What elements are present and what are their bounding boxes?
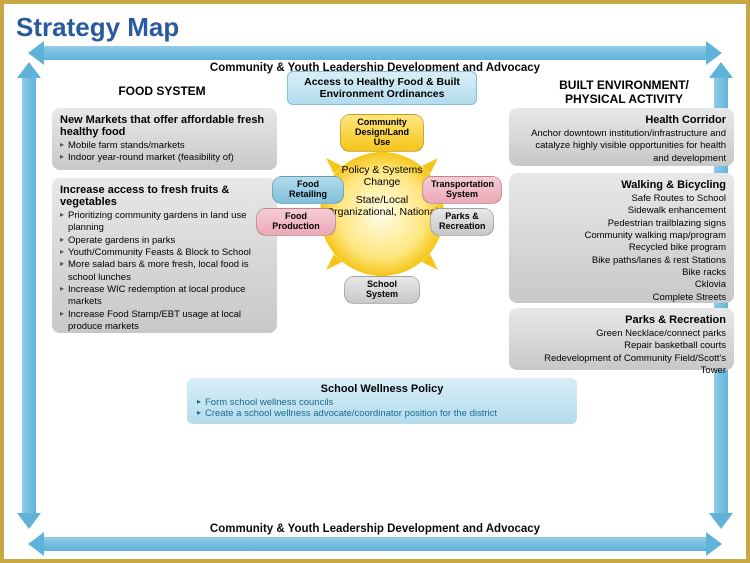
school-wellness-panel: School Wellness Policy Form school welln… (187, 378, 577, 424)
panel-increase-access: Increase access to fresh fruits & vegeta… (52, 178, 277, 333)
list-item: Repair basketball courts (517, 340, 726, 352)
list-item: Youth/Community Feasts & Block to School (60, 247, 269, 259)
list-item: Sidewalk enhancement (517, 205, 726, 217)
panel-heading: School Wellness Policy (197, 383, 567, 395)
panel-walking-bicycling: Walking & Bicycling Safe Routes to Schoo… (509, 173, 734, 303)
list-item: Increase Food Stamp/EBT usage at local p… (60, 309, 269, 334)
pill-school-system: School System (344, 276, 420, 304)
list-item: Bike racks (517, 267, 726, 279)
pill-food-retailing: Food Retailing (272, 176, 344, 204)
ordinance-box: Access to Healthy Food & Built Environme… (287, 71, 477, 105)
pill-food-production: Food Production (256, 208, 336, 236)
list-item: Increase WIC redemption at local produce… (60, 284, 269, 309)
list-item: Create a school wellness advocate/coordi… (197, 408, 567, 419)
panel-health-corridor: Health Corridor Anchor downtown institut… (509, 108, 734, 166)
list-item: Recycled bike program (517, 242, 726, 254)
list-item: More salad bars & more fresh, local food… (60, 259, 269, 284)
list-item: Bike paths/lanes & rest Stations (517, 255, 726, 267)
list-item: Pedestrian trailblazing signs (517, 218, 726, 230)
panel-parks-recreation: Parks & Recreation Green Necklace/connec… (509, 308, 734, 370)
list-item: Mobile farm stands/markets (60, 140, 269, 152)
panel-list: Prioritizing community gardens in land u… (60, 210, 269, 333)
pill-parks: Parks & Recreation (430, 208, 494, 236)
list-item: Green Necklace/connect parks (517, 328, 726, 340)
left-column-head: FOOD SYSTEM (82, 84, 242, 98)
panel-heading: Increase access to fresh fruits & vegeta… (60, 184, 269, 208)
panel-desc: Anchor downtown institution/infrastructu… (517, 128, 726, 165)
list-item: Form school wellness councils (197, 397, 567, 408)
pill-transportation: Transportation System (422, 176, 502, 204)
list-item: Redevelopment of Community Field/Scott's… (517, 353, 726, 378)
page-title: Strategy Map (16, 12, 734, 43)
panel-heading: New Markets that offer affordable fresh … (60, 114, 269, 138)
panel-heading: Health Corridor (517, 114, 726, 126)
list-item: Complete Streets (517, 292, 726, 304)
right-column-head: BUILT ENVIRONMENT/ PHYSICAL ACTIVITY (534, 78, 714, 106)
list-item: Safe Routes to School (517, 193, 726, 205)
list-item: Community walking map/program (517, 230, 726, 242)
panel-heading: Parks & Recreation (517, 314, 726, 326)
list-item: Cklovia (517, 279, 726, 291)
list-item: Prioritizing community gardens in land u… (60, 210, 269, 235)
list-item: Operate gardens in parks (60, 235, 269, 247)
pill-community-design: Community Design/Land Use (340, 114, 424, 152)
arrow-top (42, 46, 712, 60)
content-area: FOOD SYSTEM BUILT ENVIRONMENT/ PHYSICAL … (22, 76, 750, 541)
panel-new-markets: New Markets that offer affordable fresh … (52, 108, 277, 170)
list-item: Indoor year-round market (feasibility of… (60, 152, 269, 164)
panel-heading: Walking & Bicycling (517, 179, 726, 191)
panel-list: Mobile farm stands/markets Indoor year-r… (60, 140, 269, 165)
outer-frame: Strategy Map Community & Youth Leadershi… (0, 0, 750, 563)
